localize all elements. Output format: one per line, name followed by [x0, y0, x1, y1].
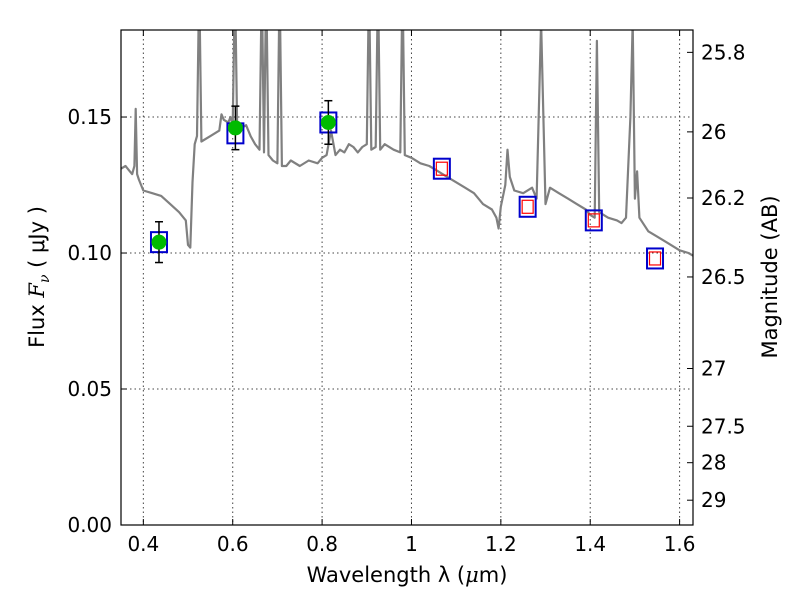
x-tick-label: 1.2: [485, 532, 517, 556]
y2-tick-label: 26.2: [701, 186, 746, 210]
y2-tick-label: 25.8: [701, 40, 746, 64]
x-tick-label: 1.6: [664, 532, 696, 556]
plot-area: [121, 30, 693, 270]
y2-tick-label: 26.5: [701, 265, 746, 289]
x-tick-label: 0.4: [127, 532, 159, 556]
x-tick-label: 1.4: [574, 532, 606, 556]
model-photometry-square: [584, 209, 603, 232]
x-tick-label: 0.8: [306, 532, 338, 556]
y2-tick-label: 26: [701, 120, 726, 144]
observed-point: [151, 234, 167, 250]
x-axis: 0.4 0.6 0.8 1 1.2 1.4 1.6: [127, 30, 696, 556]
observed-point: [320, 114, 336, 130]
model-photometry-square: [432, 157, 451, 180]
model-photometry-square: [518, 195, 537, 218]
plot-frame: [120, 29, 694, 526]
y2-axis-title: Magnitude (AB): [758, 195, 782, 358]
y-axis-title: Flux Fν ( μJy ): [25, 206, 53, 348]
y-axis-right: 25.8 26 26.2 26.5 27 27.5 28 29: [687, 40, 746, 512]
y2-tick-label: 29: [701, 488, 726, 512]
upper-limit-square: [521, 199, 534, 214]
y-tick-label: 0.05: [67, 377, 112, 401]
y-tick-label: 0.10: [67, 241, 112, 265]
y2-tick-label: 27.5: [701, 414, 746, 438]
upper-limit-square: [587, 213, 600, 228]
x-tick-label: 1: [405, 532, 418, 556]
x-tick-label: 0.6: [217, 532, 249, 556]
y-tick-label: 0.15: [67, 105, 112, 129]
model-photometry-square: [646, 247, 665, 270]
y-tick-label: 0.00: [67, 513, 112, 537]
observed-point: [227, 120, 243, 136]
y2-tick-label: 27: [701, 356, 726, 380]
y2-tick-label: 28: [701, 451, 726, 475]
y-axis-left: 0.00 0.05 0.10 0.15: [67, 105, 127, 537]
upper-limit-square: [648, 251, 662, 266]
x-axis-title: Wavelength λ (μm): [307, 563, 508, 587]
upper-limit-square: [435, 161, 448, 176]
